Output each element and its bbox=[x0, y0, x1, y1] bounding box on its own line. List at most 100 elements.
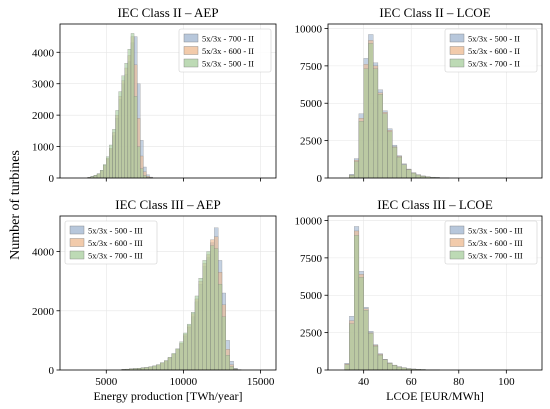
histogram-bar bbox=[148, 366, 153, 371]
figure-y-label: Number of turbines bbox=[8, 150, 23, 260]
legend-swatch bbox=[449, 33, 465, 43]
panel-class-iii-aep: IEC Class III – AEP 0 2000 4000 5000 10000 150… bbox=[32, 197, 277, 403]
panel-title: IEC Class II – AEP bbox=[117, 5, 218, 20]
series-3 bbox=[121, 245, 242, 371]
series-3 bbox=[87, 33, 153, 179]
histogram-bar bbox=[140, 168, 144, 179]
histogram-bar bbox=[175, 348, 180, 371]
axes-frame bbox=[327, 23, 543, 179]
histogram-bar bbox=[187, 323, 192, 371]
panel-title: IEC Class III – AEP bbox=[115, 197, 220, 212]
x-tick-label: 60 bbox=[406, 376, 418, 388]
histogram-bar bbox=[368, 43, 374, 179]
histogram-bar bbox=[210, 245, 215, 371]
histogram-bar bbox=[396, 156, 402, 179]
legend-label: 5x/3x - 500 - III bbox=[468, 226, 523, 236]
legend-swatch bbox=[69, 238, 85, 247]
legend-box bbox=[64, 220, 158, 265]
legend: 5x/3x - 500 - III 5x/3x - 600 - III 5x/3x … bbox=[444, 220, 538, 265]
x-tick-label: 5000 bbox=[95, 376, 118, 388]
legend-swatch bbox=[449, 238, 465, 247]
histogram-bar bbox=[198, 278, 203, 371]
y-tick-label: 4000 bbox=[32, 47, 55, 59]
histogram-bar bbox=[382, 359, 388, 371]
y-tick-label: 2000 bbox=[32, 306, 55, 318]
histogram-bar bbox=[358, 121, 364, 179]
axes-frame bbox=[59, 23, 277, 179]
histogram-bar bbox=[406, 169, 412, 179]
histogram-bar bbox=[115, 110, 119, 179]
histogram-bar bbox=[130, 33, 135, 179]
axes-frame bbox=[59, 215, 277, 371]
histogram-bar bbox=[387, 363, 393, 371]
histogram-bar bbox=[214, 248, 219, 371]
histogram-bar bbox=[206, 251, 211, 371]
legend: 5x/3x - 700 - II 5x/3x - 600 - II 5x/3x - … bbox=[178, 28, 272, 73]
legend: 5x/3x - 500 - III 5x/3x - 600 - III 5x/3x … bbox=[64, 220, 158, 265]
legend-swatch bbox=[183, 46, 199, 55]
histogram-bar bbox=[368, 333, 374, 371]
series-3 bbox=[349, 43, 450, 179]
legend-swatch bbox=[69, 250, 85, 260]
legend-swatch bbox=[183, 58, 199, 68]
legend-label: 5x/3x - 700 - II bbox=[202, 34, 254, 44]
histogram-bar bbox=[106, 156, 110, 179]
y-tick-label: 0 bbox=[317, 365, 323, 377]
histogram-bar bbox=[363, 68, 369, 179]
y-tick-label: 1000 bbox=[32, 142, 55, 154]
histogram-bar bbox=[354, 235, 360, 371]
histogram-bar bbox=[373, 68, 379, 179]
histogram-bar bbox=[344, 364, 350, 371]
histogram-bar bbox=[152, 365, 157, 371]
y-tick-label: 5000 bbox=[300, 290, 323, 302]
y-tick-label: 0 bbox=[49, 365, 55, 377]
y-tick-label: 2500 bbox=[300, 136, 323, 148]
panel-title: IEC Class III – LCOE bbox=[377, 197, 493, 212]
y-tick-label: 3000 bbox=[32, 79, 55, 91]
histogram-bar bbox=[118, 91, 122, 179]
histogram-bar bbox=[392, 365, 398, 371]
panel-title: IEC Class II – LCOE bbox=[379, 5, 490, 20]
histogram-bar bbox=[109, 144, 113, 179]
legend-label: 5x/3x - 600 - II bbox=[202, 46, 254, 56]
histogram-bar bbox=[411, 172, 417, 179]
y-tick-label: 2000 bbox=[32, 110, 55, 122]
histogram-bar bbox=[124, 63, 129, 179]
histogram-bar bbox=[137, 146, 141, 179]
histogram-bar bbox=[218, 283, 223, 371]
legend-box bbox=[178, 28, 272, 73]
histogram-bar bbox=[160, 362, 165, 371]
y-tick-label: 0 bbox=[317, 173, 323, 185]
histogram-bar bbox=[221, 316, 226, 371]
histogram-bar bbox=[121, 75, 125, 179]
legend-label: 5x/3x - 500 - III bbox=[88, 226, 143, 236]
x-tick-label: 10000 bbox=[170, 376, 198, 388]
legend-label: 5x/3x - 600 - II bbox=[468, 46, 520, 56]
histogram-bar bbox=[99, 170, 104, 179]
y-tick-label: 10000 bbox=[295, 23, 323, 35]
histogram-bar bbox=[349, 175, 355, 179]
histogram-bar bbox=[358, 277, 364, 371]
y-tick-label: 4000 bbox=[32, 247, 55, 259]
legend-swatch bbox=[449, 58, 465, 68]
legend-label: 5x/3x - 600 - III bbox=[468, 238, 523, 248]
x-tick-label: 15000 bbox=[247, 376, 275, 388]
x-tick-label: 40 bbox=[358, 376, 370, 388]
x-tick-label: 80 bbox=[453, 376, 465, 388]
legend: 5x/3x - 500 - II 5x/3x - 600 - II 5x/3x - … bbox=[444, 28, 538, 73]
series-3 bbox=[344, 235, 440, 371]
histogram-bar bbox=[349, 323, 355, 371]
histogram-bar bbox=[382, 113, 388, 179]
histogram-bar bbox=[171, 353, 176, 371]
histogram-bar bbox=[183, 332, 188, 371]
legend-swatch bbox=[183, 33, 199, 43]
x-axis-label: Energy production [TWh/year] bbox=[93, 389, 242, 403]
panel-class-ii-lcoe: IEC Class II – LCOE 0 2500 5000 7500 10000 5x/… bbox=[295, 5, 543, 185]
histogram-bar bbox=[229, 366, 234, 371]
histogram-bar bbox=[373, 345, 379, 371]
y-tick-label: 10000 bbox=[295, 215, 323, 227]
histogram-bar bbox=[377, 354, 383, 371]
histogram-bar bbox=[93, 175, 98, 179]
histogram-bar bbox=[179, 341, 184, 371]
histogram-bar bbox=[133, 96, 138, 179]
